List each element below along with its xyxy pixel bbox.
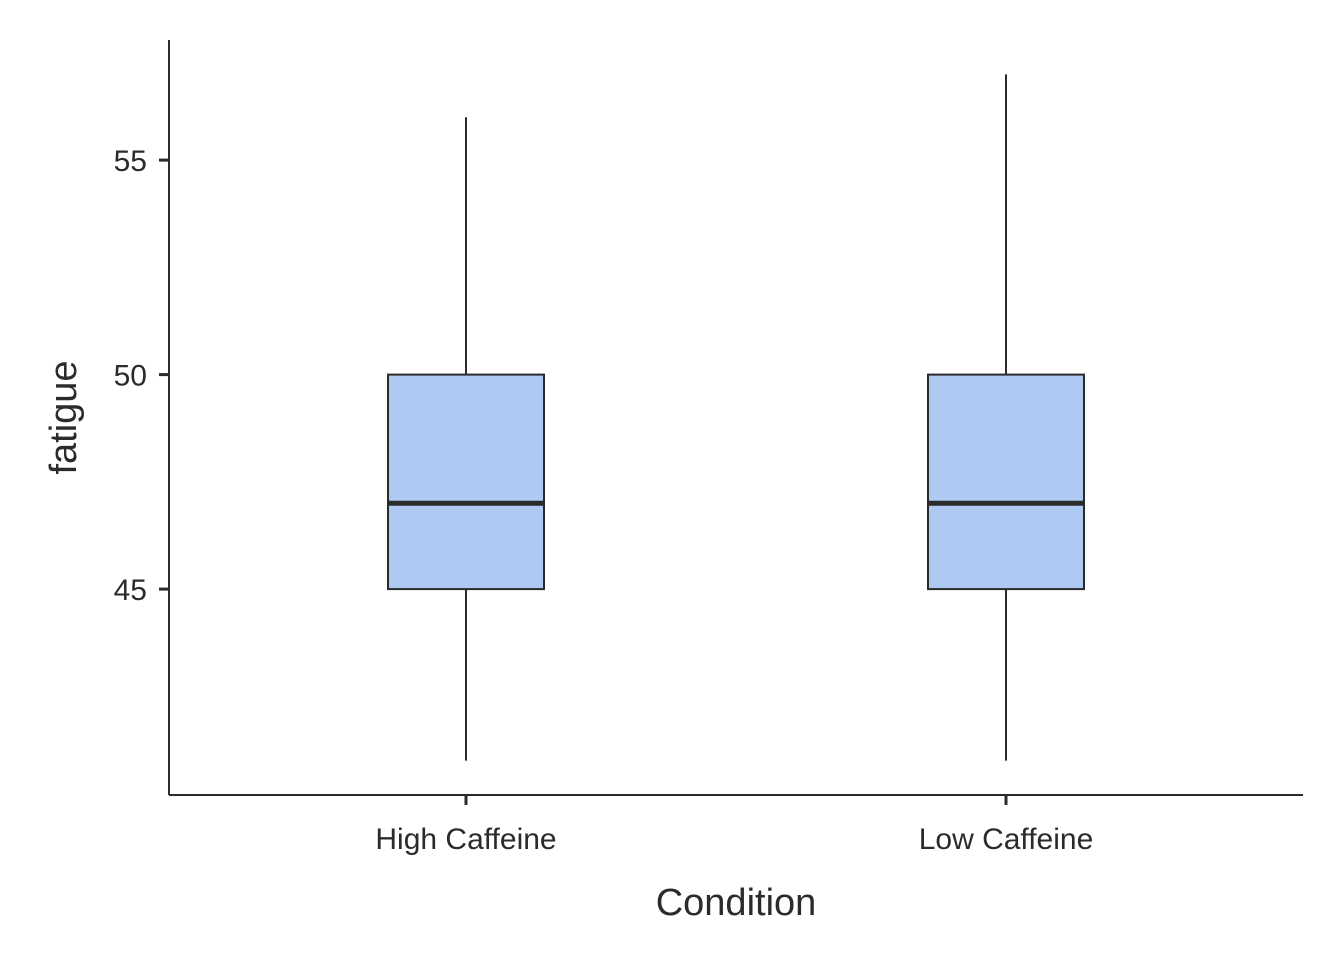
x-axis-title: Condition: [656, 882, 817, 924]
box: [387, 373, 545, 591]
box-group: [927, 74, 1085, 761]
y-tick-label: 50: [114, 360, 147, 393]
y-axis-title: fatigue: [43, 360, 85, 474]
plot-area: [387, 74, 1085, 761]
box-group: [387, 117, 545, 761]
box: [927, 373, 1085, 591]
x-tick-label: Low Caffeine: [919, 823, 1094, 856]
y-axis: 45 50 55: [114, 40, 170, 795]
y-tick-label: 45: [114, 574, 147, 607]
x-axis: High Caffeine Low Caffeine: [169, 794, 1303, 856]
y-tick-label: 55: [114, 145, 147, 178]
x-tick-label: High Caffeine: [375, 823, 556, 856]
